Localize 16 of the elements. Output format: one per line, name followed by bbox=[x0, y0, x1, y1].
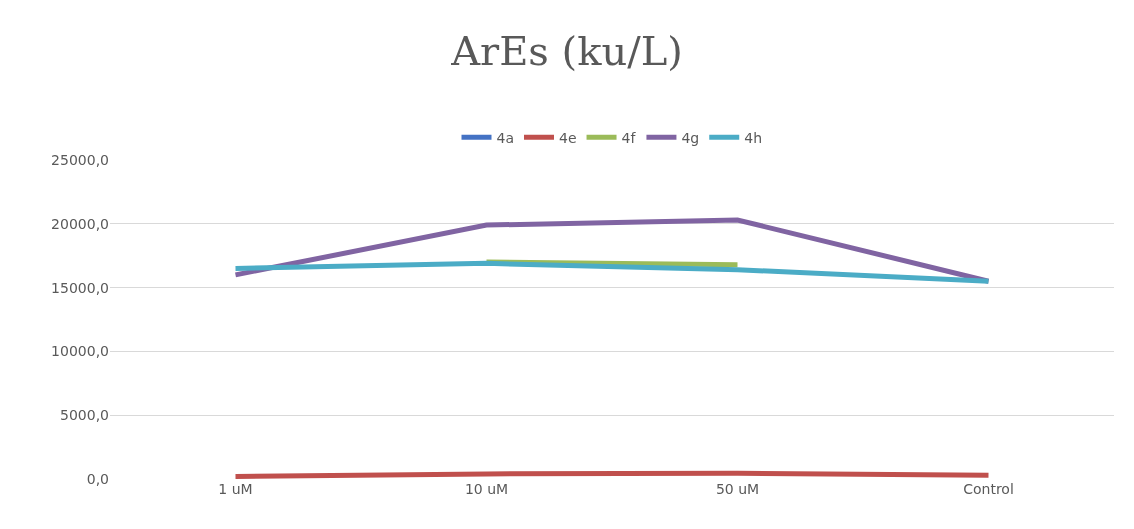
legend-label: 4a bbox=[496, 129, 514, 146]
x-tick-label: 1 uM bbox=[218, 481, 253, 497]
y-tick-label: 5000,0 bbox=[60, 407, 109, 424]
chart-title: ArEs (ku/L) bbox=[450, 28, 683, 75]
legend-label: 4e bbox=[559, 129, 577, 146]
legend-label: 4f bbox=[621, 129, 637, 146]
x-tick-label: 50 uM bbox=[715, 481, 760, 497]
x-tick-label: Control bbox=[963, 481, 1014, 497]
legend-label: 4g bbox=[681, 129, 700, 146]
y-tick-label: 15000,0 bbox=[51, 279, 109, 296]
y-tick-label: 0,0 bbox=[86, 470, 109, 487]
legend-label: 4h bbox=[744, 129, 763, 146]
y-tick-label: 25000,0 bbox=[51, 151, 109, 168]
y-tick-label: 20000,0 bbox=[51, 215, 109, 232]
x-tick-label: 10 uM bbox=[464, 481, 509, 497]
y-tick-label: 10000,0 bbox=[51, 343, 109, 360]
